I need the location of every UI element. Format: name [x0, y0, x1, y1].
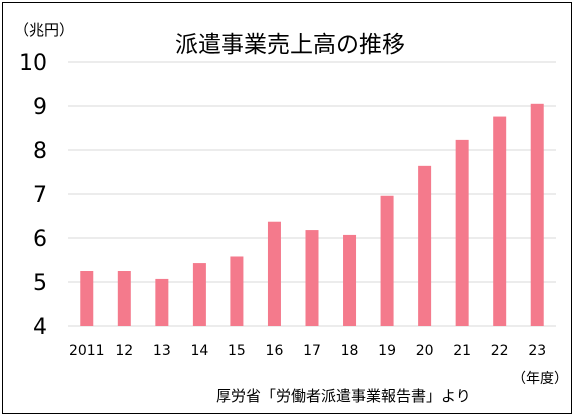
y-tick-label: 8	[33, 139, 47, 164]
x-tick-label: 13	[153, 343, 171, 359]
y-tick-label: 4	[33, 315, 47, 340]
bar-17	[305, 230, 319, 326]
x-axis-unit-label: （年度）	[512, 371, 568, 387]
bar-2011	[80, 271, 94, 326]
source-note: 厚労省「労働者派遣事業報告書」より	[216, 387, 471, 405]
y-tick-label: 9	[33, 95, 47, 120]
bar-15	[230, 256, 244, 326]
x-tick-label: 14	[190, 343, 208, 359]
y-axis-unit-label: （兆円）	[14, 21, 74, 39]
y-tick-label: 5	[33, 271, 47, 296]
chart-frame	[2, 2, 572, 414]
bar-19	[380, 195, 394, 326]
gridlines	[68, 61, 556, 327]
x-tick-label: 17	[303, 343, 321, 359]
y-tick-label: 7	[33, 183, 47, 208]
bar-23	[530, 103, 544, 326]
bar-13	[155, 278, 169, 326]
bar-22	[493, 116, 507, 326]
bar-20	[418, 165, 432, 326]
bar-21	[455, 139, 469, 326]
x-tick-label: 18	[341, 343, 359, 359]
x-tick-label: 12	[115, 343, 133, 359]
x-tick-label: 16	[266, 343, 284, 359]
x-tick-labels: 2011 12 13 14 15 16 17 18 19 20 21 22 23	[69, 343, 546, 359]
x-tick-label: 22	[491, 343, 509, 359]
x-tick-label: 19	[378, 343, 396, 359]
y-tick-labels: 4 5 6 7 8 9 10	[19, 51, 47, 340]
x-tick-label: 21	[453, 343, 471, 359]
x-tick-label: 15	[228, 343, 246, 359]
chart-title: 派遣事業売上高の推移	[175, 32, 405, 58]
y-tick-label: 6	[33, 227, 47, 252]
bar-12	[117, 271, 131, 326]
bar-16	[267, 221, 281, 326]
x-tick-label: 2011	[69, 343, 105, 359]
bars	[80, 103, 544, 326]
bar-14	[192, 263, 206, 326]
x-tick-label: 23	[528, 343, 546, 359]
bar-18	[343, 234, 357, 326]
x-tick-label: 20	[416, 343, 434, 359]
y-tick-label: 10	[19, 51, 47, 76]
